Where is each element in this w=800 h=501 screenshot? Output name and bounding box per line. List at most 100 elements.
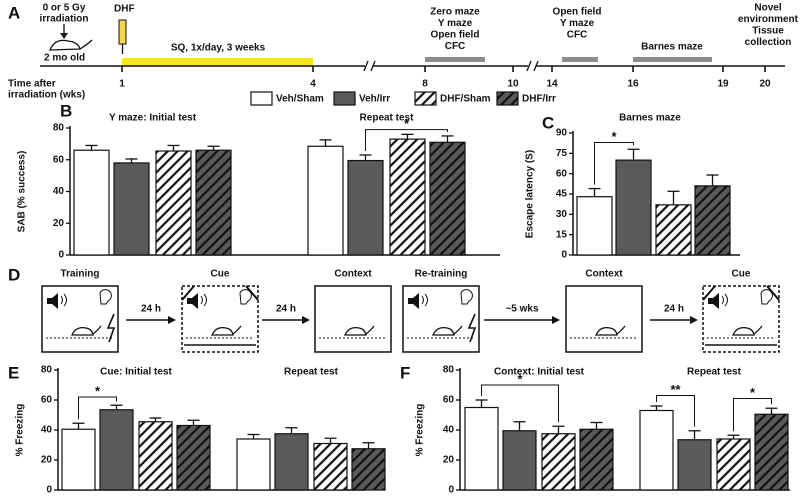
interval-label: 24 h — [664, 304, 684, 315]
mouse-icon — [432, 325, 463, 336]
shape — [370, 60, 376, 72]
test-label: Open field — [431, 30, 480, 41]
end-label: Novel — [754, 3, 781, 14]
bar — [307, 145, 344, 256]
y-tick-label: 80 — [53, 123, 65, 134]
chart-title: Barnes maze — [619, 113, 681, 124]
end-label: Tissue — [752, 26, 784, 37]
y-tick-label: 0 — [448, 485, 454, 496]
y-tick-label: 40 — [41, 425, 53, 436]
bar — [73, 149, 110, 256]
step-label: Cue — [211, 269, 230, 280]
y-tick-label: 60 — [41, 395, 53, 406]
mouse-icon — [595, 325, 626, 336]
speaker-icon — [47, 293, 58, 309]
bar — [694, 185, 731, 256]
tick-label: 16 — [627, 79, 639, 90]
y-axis-label: % Freezing — [415, 404, 426, 457]
mouse-icon — [71, 325, 102, 336]
bar — [502, 430, 537, 491]
treatment-bar — [122, 58, 313, 66]
bar — [99, 409, 134, 491]
interval-label: 24 h — [141, 304, 161, 315]
interval-label: 24 h — [276, 304, 296, 315]
bar — [61, 428, 96, 491]
legend-label: Veh/Irr — [359, 94, 390, 105]
light-icon — [239, 289, 252, 305]
significance-label: * — [404, 116, 410, 131]
bar — [579, 428, 614, 491]
chamber — [565, 285, 643, 353]
significance-bracket — [365, 129, 448, 151]
bar — [677, 439, 712, 491]
step-label: Cue — [732, 269, 751, 280]
bar — [541, 433, 576, 491]
bar — [716, 438, 751, 491]
y-tick-label: 60 — [556, 168, 568, 179]
bar — [639, 409, 674, 491]
bar — [113, 162, 150, 256]
y-tick-label: 30 — [556, 209, 568, 220]
bar — [464, 406, 499, 491]
sound-waves — [200, 293, 207, 307]
significance-bracket — [78, 396, 117, 420]
group-label: Cue: Initial test — [100, 367, 172, 378]
bar — [389, 138, 426, 256]
legend-swatch — [496, 91, 519, 106]
arrow-head — [552, 316, 560, 324]
bar — [195, 149, 232, 256]
y-axis-label: % Freezing — [15, 404, 26, 457]
y-tick-label: 75 — [556, 148, 568, 159]
mouse-icon — [732, 325, 763, 336]
bar — [138, 421, 173, 491]
test-label: Y maze — [560, 18, 595, 29]
arrow-head — [60, 33, 68, 39]
bar — [347, 159, 384, 256]
panel-label: F — [400, 363, 410, 382]
light-icon — [460, 289, 473, 305]
arrow-head — [168, 316, 176, 324]
tick-label: 14 — [546, 79, 558, 90]
test-period — [562, 57, 598, 62]
y-axis-label: Escape latency (S) — [525, 150, 536, 238]
tick-label: 10 — [507, 79, 519, 90]
test-label: Zero maze — [430, 7, 480, 18]
y-tick-label: 40 — [53, 186, 65, 197]
drug-label: DHF — [114, 4, 135, 15]
sound-waves — [60, 293, 67, 307]
y-tick-label: 0 — [58, 250, 64, 261]
chamber — [314, 285, 392, 353]
interval-label: ~5 wks — [505, 304, 539, 315]
panel-label: B — [60, 101, 72, 120]
y-tick-label: 80 — [443, 365, 455, 376]
legend-label: Veh/Sham — [276, 94, 324, 105]
axis-label: Time after — [8, 79, 56, 90]
bar — [615, 159, 652, 256]
tick-label: 19 — [717, 79, 729, 90]
light-icon — [760, 289, 773, 305]
cue-insert — [181, 285, 259, 301]
significance-label: * — [517, 371, 523, 386]
y-tick-label: 60 — [53, 154, 65, 165]
test-label: CFC — [567, 30, 588, 41]
bar — [176, 424, 211, 491]
speaker-icon — [187, 293, 198, 309]
bar — [429, 141, 466, 256]
bar — [155, 150, 192, 256]
shape — [533, 60, 539, 72]
shock-icon — [467, 313, 477, 343]
bar — [313, 442, 348, 491]
test-label: CFC — [445, 41, 466, 52]
y-tick-label: 15 — [556, 229, 568, 240]
significance-bracket — [733, 398, 772, 432]
step-label: Context — [334, 269, 372, 280]
y-tick-label: 20 — [41, 455, 53, 466]
significance-label: ** — [670, 382, 681, 397]
arrow-head — [690, 316, 698, 324]
test-period — [633, 57, 712, 62]
dose-label: 0 or 5 Gy — [43, 3, 86, 14]
legend-swatch — [414, 91, 437, 106]
bar — [274, 433, 309, 491]
mouse-icon — [211, 325, 242, 336]
